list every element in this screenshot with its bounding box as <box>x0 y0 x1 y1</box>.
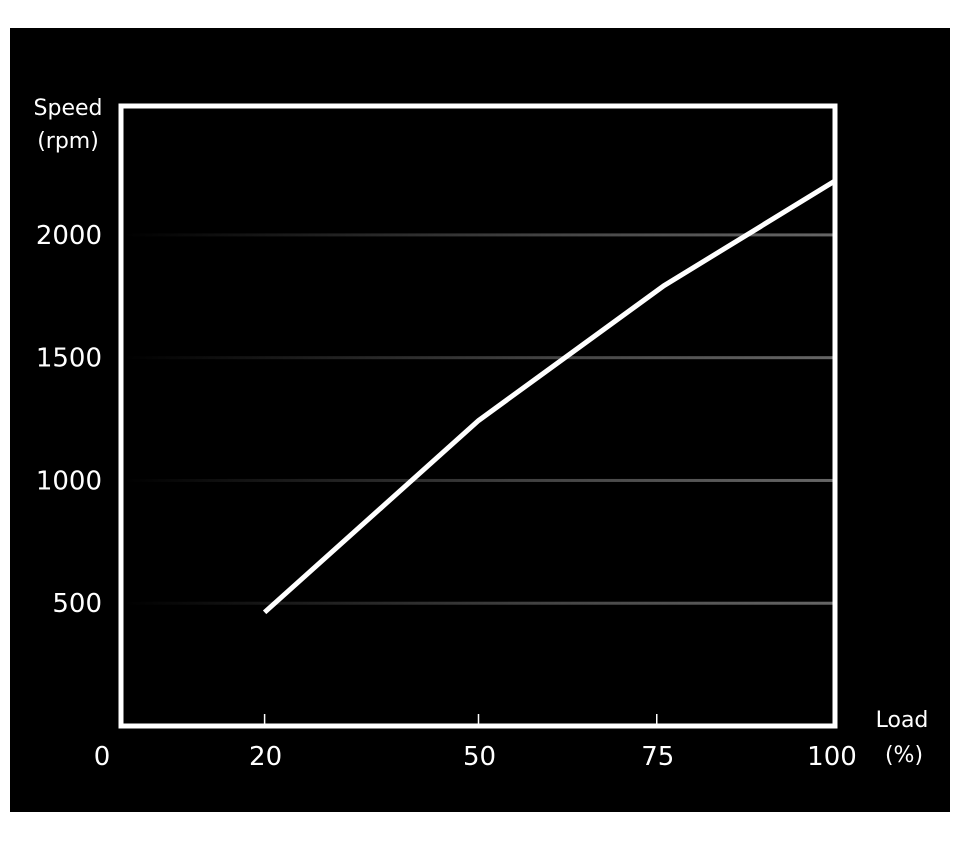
y-tick-label: 1500 <box>36 344 102 374</box>
y-axis-label-line-1: Speed <box>34 96 103 121</box>
x-tick-label: 0 <box>94 742 111 772</box>
y-axis-label-line-2: (rpm) <box>37 129 99 154</box>
y-tick-label: 500 <box>52 589 102 619</box>
series-line <box>262 178 837 615</box>
x-tick-label: 100 <box>807 742 857 772</box>
x-tick-label: 50 <box>463 742 496 772</box>
x-axis-label-line-2: (%) <box>885 743 923 768</box>
gridline <box>124 233 833 237</box>
y-tick-label: 1000 <box>36 466 102 496</box>
gridline <box>124 601 833 605</box>
x-axis-label-line-1: Load <box>876 708 929 733</box>
y-tick-label: 2000 <box>36 221 102 251</box>
x-tick-label: 75 <box>641 742 674 772</box>
gridline <box>124 356 833 360</box>
plot-frame <box>118 103 838 729</box>
gridline <box>124 478 833 482</box>
x-tick-label: 20 <box>249 742 282 772</box>
